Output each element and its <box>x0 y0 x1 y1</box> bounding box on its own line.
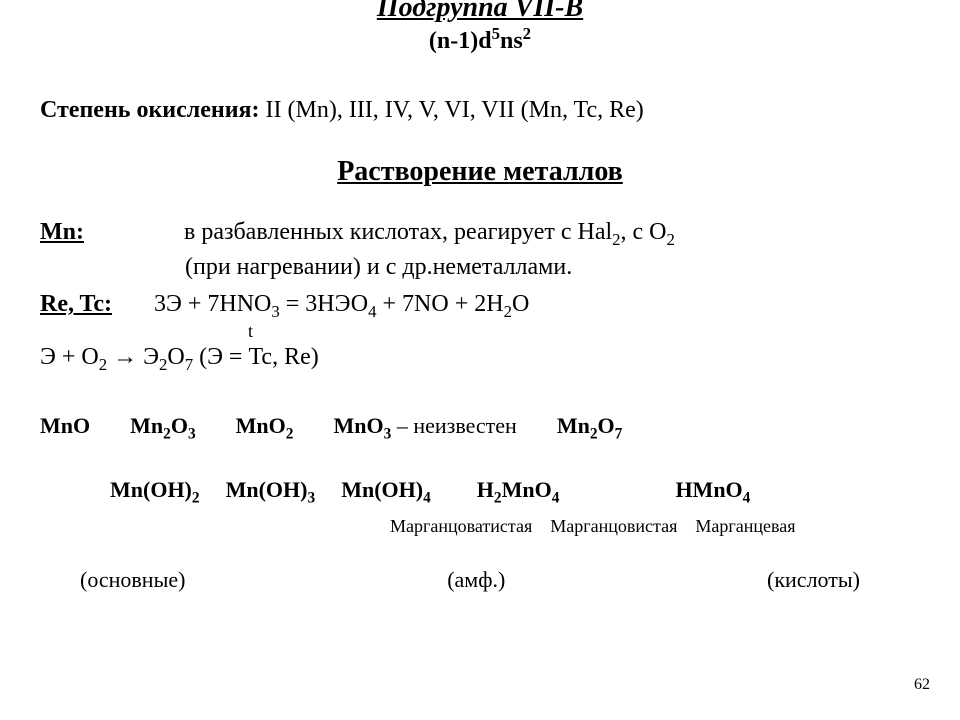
acid-names-row: Марганцоватистая Марганцовистая Марганце… <box>390 516 920 537</box>
ox4-note: – неизвестен <box>391 413 517 438</box>
config-sup2: 2 <box>523 24 531 43</box>
oxide-2: Mn2O3 <box>130 413 196 443</box>
class-3: (кислоты) <box>767 567 860 593</box>
sub-2c: 2 <box>504 302 512 321</box>
oxide-5: Mn2O7 <box>557 413 623 443</box>
oxide-3: MnO2 <box>236 413 294 443</box>
sub-2b: 2 <box>667 230 675 249</box>
hydrox-2: Mn(OH)3 <box>226 477 316 507</box>
hydrox-4: H2MnO4 <box>477 477 560 507</box>
arrow-icon: → <box>113 344 137 370</box>
h5: HMnO <box>675 477 742 502</box>
sub-3a: 3 <box>271 302 279 321</box>
hydrox-5: HMnO4 <box>675 477 750 507</box>
oxides-row: MnO Mn2O3 MnO2 MnO3 – неизвестен Mn2O7 <box>40 413 920 443</box>
eq2-d: O <box>167 344 184 370</box>
hydroxides-row: Mn(OH)2 Mn(OH)3 Mn(OH)4 H2MnO4 HMnO4 <box>110 477 920 507</box>
eq1-d: O <box>512 291 529 317</box>
ox3a: MnO <box>236 413 286 438</box>
hydrox-3: Mn(OH)4 <box>341 477 431 507</box>
retc-label: Re, Tc: <box>40 288 130 320</box>
page-number: 62 <box>914 676 930 694</box>
eq2-e: (Э = Tc, Re) <box>193 344 319 370</box>
h2: Mn(OH) <box>226 477 308 502</box>
class-1: (основные) <box>80 567 185 593</box>
h4a: H <box>477 477 494 502</box>
h3: Mn(OH) <box>341 477 423 502</box>
hydrox-1: Mn(OH)2 <box>110 477 200 507</box>
class-row: (основные) (амф.) (кислоты) <box>40 567 920 593</box>
acid-name-3: Марганцевая <box>695 516 795 537</box>
h4b: MnO <box>502 477 552 502</box>
mn-text-1b: , с O <box>621 219 667 245</box>
acid-name-2: Марганцовистая <box>550 516 677 537</box>
config-prefix: (n-1)d <box>429 28 492 54</box>
eq2-a: Э + O <box>40 344 99 370</box>
mn-text-1a: в разбавленных кислотах, реагирует с Hal <box>184 219 612 245</box>
ox-label: Степень окисления: <box>40 97 260 123</box>
eq2-line: t Э + O2 → Э2O7 (Э = Tc, Re) <box>40 341 920 376</box>
ox4a: MnO <box>333 413 383 438</box>
ox5b: O <box>598 413 615 438</box>
ox5a: Mn <box>557 413 590 438</box>
acid-name-1: Марганцоватистая <box>390 516 532 537</box>
sub-2d: 2 <box>99 355 107 374</box>
sub-4a: 4 <box>368 302 376 321</box>
oxide-4: MnO3 – неизвестен <box>333 413 516 443</box>
retc-line: Re, Tc: 3Э + 7HNO3 = 3НЭО4 + 7NO + 2H2O <box>40 288 920 323</box>
sub-7a: 7 <box>185 355 193 374</box>
eq1-c: + 7NO + 2H <box>377 291 504 317</box>
eq1-b: = 3НЭО <box>280 291 368 317</box>
section-title: Растворение металлов <box>40 156 920 188</box>
t-annotation: t <box>248 319 253 343</box>
ox-values: II (Mn), III, IV, V, VI, VII (Mn, Tc, Re… <box>260 97 644 123</box>
h1: Mn(OH) <box>110 477 192 502</box>
oxidation-line: Степень окисления: II (Mn), III, IV, V, … <box>40 97 920 124</box>
main-title: Подгруппа VII-В <box>40 0 920 24</box>
mn-line-1: Mn: в разбавленных кислотах, реагирует с… <box>40 216 920 251</box>
class-2: (амф.) <box>447 567 505 593</box>
ox2b: O <box>171 413 188 438</box>
sub-2a: 2 <box>612 230 620 249</box>
config-sup1: 5 <box>492 24 500 43</box>
eq1-a: 3Э + 7HNO <box>154 291 271 317</box>
eq2-c: Э <box>137 344 159 370</box>
mn-label: Mn: <box>40 216 130 248</box>
mn-line-2: (при нагревании) и с др.неметаллами. <box>185 251 920 283</box>
ox2a: Mn <box>130 413 163 438</box>
config-mid: ns <box>500 28 523 54</box>
electron-config: (n-1)d5ns2 <box>40 24 920 55</box>
oxide-1: MnO <box>40 413 90 443</box>
